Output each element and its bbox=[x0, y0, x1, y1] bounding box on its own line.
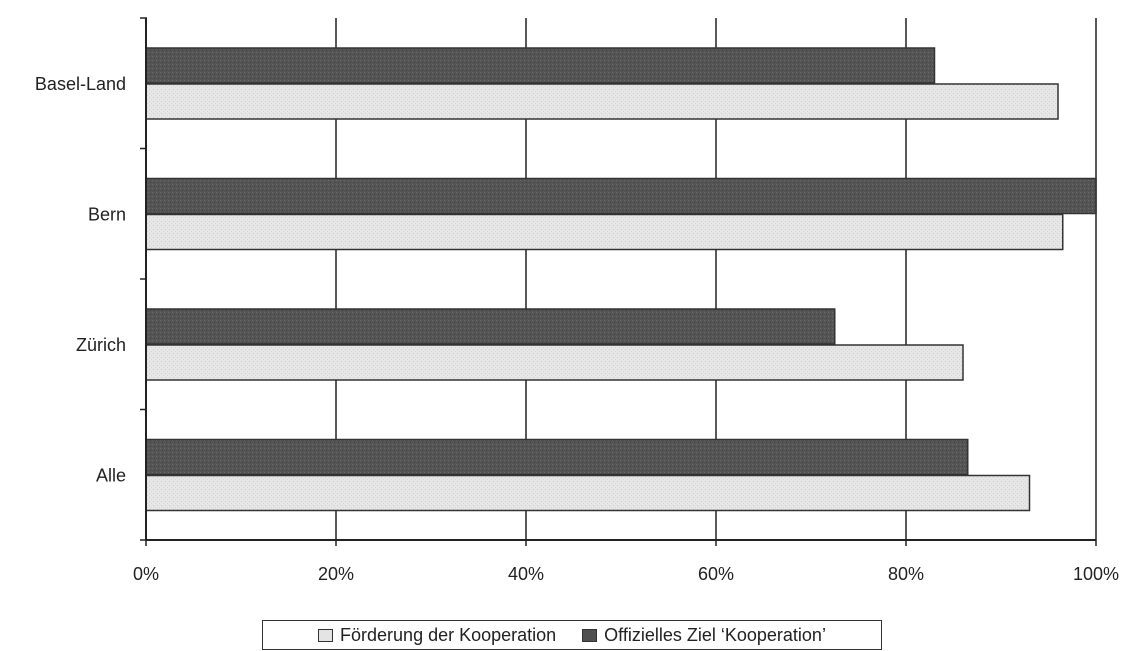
category-label: Alle bbox=[96, 466, 126, 486]
category-label: Basel-Land bbox=[35, 74, 126, 94]
bar bbox=[145, 47, 936, 84]
x-tick-label: 80% bbox=[888, 564, 924, 584]
bars bbox=[145, 47, 1097, 512]
x-tick-label: 60% bbox=[698, 564, 734, 584]
labels: 0% 20% 40% 60% 80% 100% Basel-Land Bern Zürich Al… bbox=[35, 74, 1119, 584]
legend: Förderung der Kooperation Offizielles Zi… bbox=[262, 620, 882, 650]
x-tick-label: 40% bbox=[508, 564, 544, 584]
x-tick-label: 0% bbox=[133, 564, 159, 584]
legend-item-foerderung: Förderung der Kooperation bbox=[318, 625, 556, 646]
legend-label-foerderung: Förderung der Kooperation bbox=[340, 624, 557, 645]
bar bbox=[145, 213, 1064, 251]
bar bbox=[145, 474, 1031, 512]
bar bbox=[145, 344, 964, 381]
legend-label-offizielles-ziel: Offizielles Ziel ‘Kooperation’ bbox=[604, 624, 826, 645]
legend-swatch-dark bbox=[582, 628, 598, 642]
axes bbox=[140, 17, 1097, 546]
category-label: Zürich bbox=[76, 335, 126, 355]
legend-item-offizielles-ziel: Offizielles Ziel ‘Kooperation’ bbox=[582, 625, 826, 646]
x-tick-label: 100% bbox=[1073, 564, 1119, 584]
bar bbox=[145, 438, 969, 476]
category-label: Bern bbox=[88, 205, 126, 225]
bar bbox=[145, 177, 1097, 215]
bar bbox=[145, 308, 836, 345]
legend-swatch-light bbox=[318, 628, 334, 642]
x-tick-label: 20% bbox=[318, 564, 354, 584]
bar bbox=[145, 83, 1059, 120]
